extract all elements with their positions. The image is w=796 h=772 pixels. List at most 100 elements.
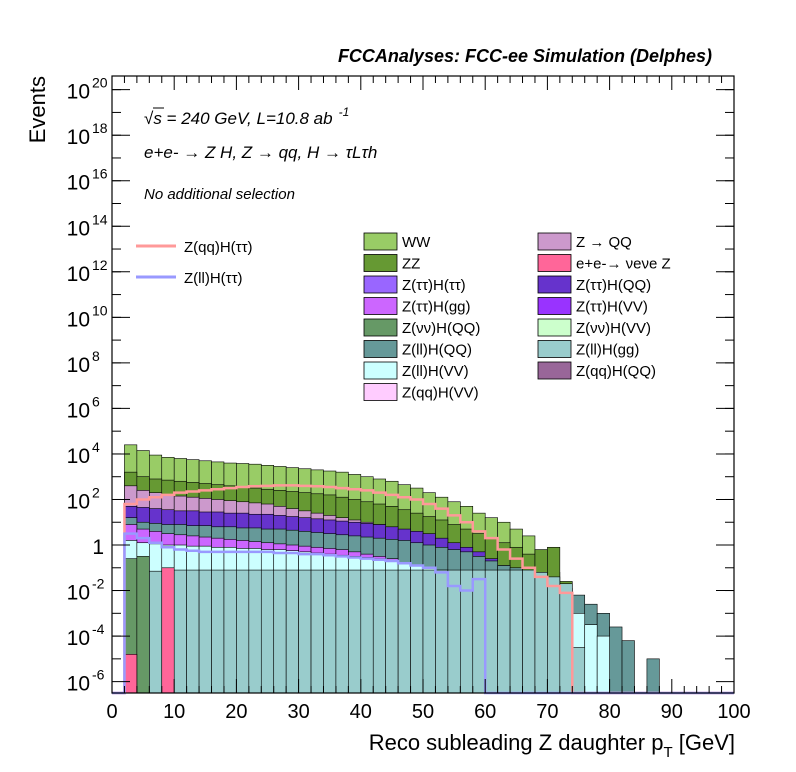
x-tick-label: 50 [412,701,434,723]
y-tick-label: 10 [67,627,90,650]
bar-4-41 [621,640,635,694]
legend-bg-swatch [363,297,398,315]
bar-7-26 [435,569,449,694]
process-annotation: e+e- → Z H, Z → qq, H → τLτh [144,143,377,162]
bar-7-30 [484,569,498,694]
background-legend: WW Z → QQ ZZ e+e-→ νeνe Z Z(ττ)H(ττ) Z(ττ)H(Q… [363,232,671,402]
bar-7-28 [460,569,474,694]
bar-8-2 [136,556,150,694]
bar-7-18 [335,569,349,694]
legend-bg-swatch [537,340,572,358]
selection-annotation: No additional selection [144,186,295,203]
y-tick-label: 10 [67,217,90,240]
y-tick-exponent: -4 [92,621,105,637]
bar-7-34 [534,572,548,694]
y-tick-exponent: -6 [92,667,105,683]
signal-legend: Z(qq)H(ττ) Z(ll)H(ττ) [136,239,253,287]
bar-7-5 [173,569,187,694]
y-tick-label: 10 [67,582,90,605]
legend-bg-swatch [363,340,398,358]
bar-7-36 [559,583,573,694]
legend-bg-label: Z(ll)H(QQ) [402,342,472,359]
y-tick-exponent: 12 [92,257,108,273]
bar-6-39 [596,635,610,694]
legend-bg-swatch [363,275,398,294]
y-tick-label: 10 [67,81,90,104]
legend-bg-swatch [537,254,572,272]
x-axis-label-sub: T [663,744,672,761]
bar-7-17 [323,569,337,694]
y-tick-label: 10 [67,308,90,331]
bar-7-33 [522,569,536,694]
x-tick-label: 10 [163,701,185,723]
legend-bg-label: Z(νν)H(QQ) [402,320,480,337]
y-tick-label: 10 [67,354,90,377]
y-tick-label: 10 [67,399,90,422]
bar-7-24 [410,569,424,694]
bar-7-6 [186,569,200,694]
legend-bg-swatch [537,275,572,294]
legend-bg-label: Z → QQ [576,234,632,251]
y-tick-exponent: 4 [92,439,100,455]
y-tick-exponent: 14 [92,211,108,227]
legend-bg-swatch [363,254,398,272]
legend-bg-label: WW [402,234,431,251]
legend-bg-label: Z(ττ)H(gg) [402,299,471,316]
legend-bg-swatch [537,297,572,315]
legend-bg-label: Z(ττ)H(VV) [576,299,648,316]
legend-bg-label: Z(qq)H(VV) [402,385,479,402]
bar-7-15 [298,569,312,694]
y-tick-label: 10 [67,172,90,195]
bar-7-20 [360,569,374,694]
legend-bg-label: Z(νν)H(VV) [576,320,651,337]
legend-bg-swatch [363,232,398,251]
bar-7-11 [248,569,262,694]
legend-bg-label: Z(ll)H(VV) [402,363,469,380]
y-tick-label: 10 [67,445,90,468]
bar-6-38 [584,624,598,694]
y-tick-exponent: 16 [92,166,108,182]
bar-4-43 [646,658,660,694]
x-tick-label: 20 [225,701,247,723]
x-tick-label: 70 [536,701,558,723]
legend-bg-label: ZZ [402,256,420,273]
bar-7-10 [236,569,250,694]
legend-bg-swatch [363,383,398,401]
y-tick-exponent: 8 [92,348,100,364]
bar-7-29 [472,569,486,694]
bar-7-21 [372,569,386,694]
y-tick-exponent: -2 [92,576,105,592]
chart-title: FCCAnalyses: FCC-ee Simulation (Delphes) [338,46,712,66]
bar-7-32 [509,569,523,694]
bar-9-1 [124,653,138,694]
legend-bg-label: Z(ττ)H(QQ) [576,277,651,294]
bar-7-27 [447,569,461,694]
y-tick-exponent: 20 [92,75,108,91]
y-tick-label: 10 [67,673,90,696]
legend-bg-label: Z(ll)H(gg) [576,342,639,359]
legend-signal-label: Z(qq)H(ττ) [184,239,253,256]
legend-bg-swatch [537,361,572,380]
legend-bg-swatch [363,318,398,337]
x-tick-label: 60 [474,701,496,723]
y-tick-exponent: 6 [92,393,100,409]
y-tick-exponent: 18 [92,120,108,136]
legend-bg-label: e+e-→ νeνe Z [576,256,671,273]
bar-7-3 [149,570,163,694]
bar-7-37 [571,647,586,694]
y-tick-label: 1 [92,536,104,559]
y-tick-label: 10 [67,126,90,149]
bar-4-40 [609,626,623,694]
x-axis-label-main: Reco subleading Z daughter p [369,730,664,755]
y-tick-exponent: 10 [92,302,108,318]
legend-bg-swatch [537,318,572,337]
bar-7-25 [422,569,436,694]
x-tick-label: 40 [350,701,372,723]
bar-7-23 [397,569,411,694]
energy-annotation: √s = 240 GeV, L=10.8 ab -1 [144,105,349,128]
y-tick-label: 10 [67,263,90,286]
x-tick-label: 90 [661,701,683,723]
bar-7-19 [348,569,362,694]
